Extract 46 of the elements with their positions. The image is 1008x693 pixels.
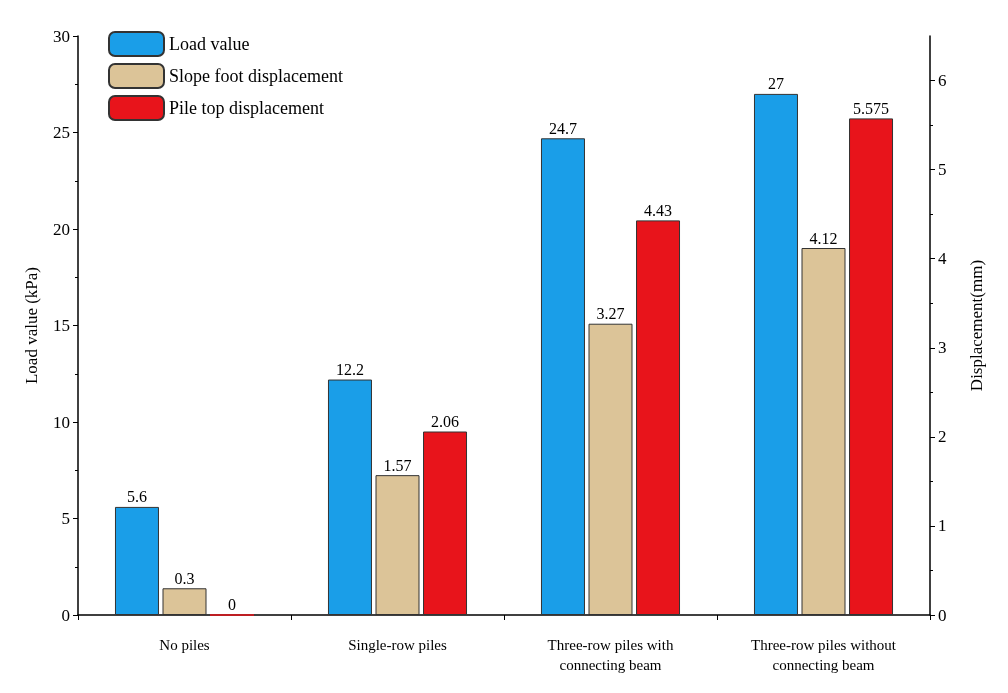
bar bbox=[375, 475, 420, 615]
data-label: 1.57 bbox=[383, 456, 412, 474]
x-tick-label: Three-row piles without connecting beam bbox=[751, 637, 897, 673]
y-tick-label: 25 bbox=[53, 123, 70, 142]
y2-tick-label: 0 bbox=[938, 605, 947, 625]
y-axis-title: Load value (kPa) bbox=[22, 266, 41, 385]
bar bbox=[588, 323, 633, 615]
bar bbox=[540, 138, 585, 615]
bar bbox=[636, 220, 681, 615]
data-label: 12.2 bbox=[335, 361, 364, 379]
y2-tick-label: 4 bbox=[938, 249, 947, 269]
data-label: 27 bbox=[767, 75, 784, 93]
data-label: 4.12 bbox=[809, 229, 838, 247]
data-label: 24.7 bbox=[548, 119, 577, 137]
bar bbox=[801, 248, 846, 615]
y2-tick-label: 6 bbox=[938, 71, 947, 91]
y-tick-label: 5 bbox=[61, 509, 70, 528]
data-label: 0.3 bbox=[174, 569, 195, 587]
y-tick-label: 20 bbox=[53, 219, 70, 239]
bar bbox=[849, 118, 894, 615]
data-label: 0 bbox=[228, 596, 237, 613]
y2-tick-label: 3 bbox=[938, 338, 947, 358]
y-tick-label: 0 bbox=[61, 605, 70, 625]
data-label: 5.6 bbox=[126, 488, 147, 506]
y2-tick-label: 1 bbox=[938, 516, 947, 536]
legend-label: Load value bbox=[169, 34, 250, 54]
data-label: 3.27 bbox=[596, 305, 625, 323]
y2-tick-label: 5 bbox=[938, 160, 947, 180]
bar bbox=[114, 506, 159, 615]
bar bbox=[753, 93, 798, 615]
legend-label: Slope foot displacement bbox=[169, 66, 343, 86]
y-tick-label: 10 bbox=[53, 412, 70, 432]
y-tick-label: 15 bbox=[53, 316, 70, 335]
y2-axis-title: Displacement(mm) bbox=[967, 259, 986, 392]
y-tick-label: 30 bbox=[53, 26, 70, 46]
x-tick-label: Three-row piles with connecting beam bbox=[547, 637, 674, 673]
bar bbox=[162, 588, 207, 615]
bar bbox=[327, 379, 372, 615]
data-label: 4.43 bbox=[644, 201, 673, 219]
y2-tick-label: 2 bbox=[938, 427, 947, 447]
bar bbox=[423, 431, 468, 615]
data-label: 5.575 bbox=[853, 99, 890, 117]
legend-label: Pile top displacement bbox=[169, 98, 324, 118]
x-tick-label: No piles bbox=[159, 637, 210, 653]
data-label: 2.06 bbox=[431, 413, 460, 430]
x-tick-label: Single-row piles bbox=[348, 637, 448, 653]
